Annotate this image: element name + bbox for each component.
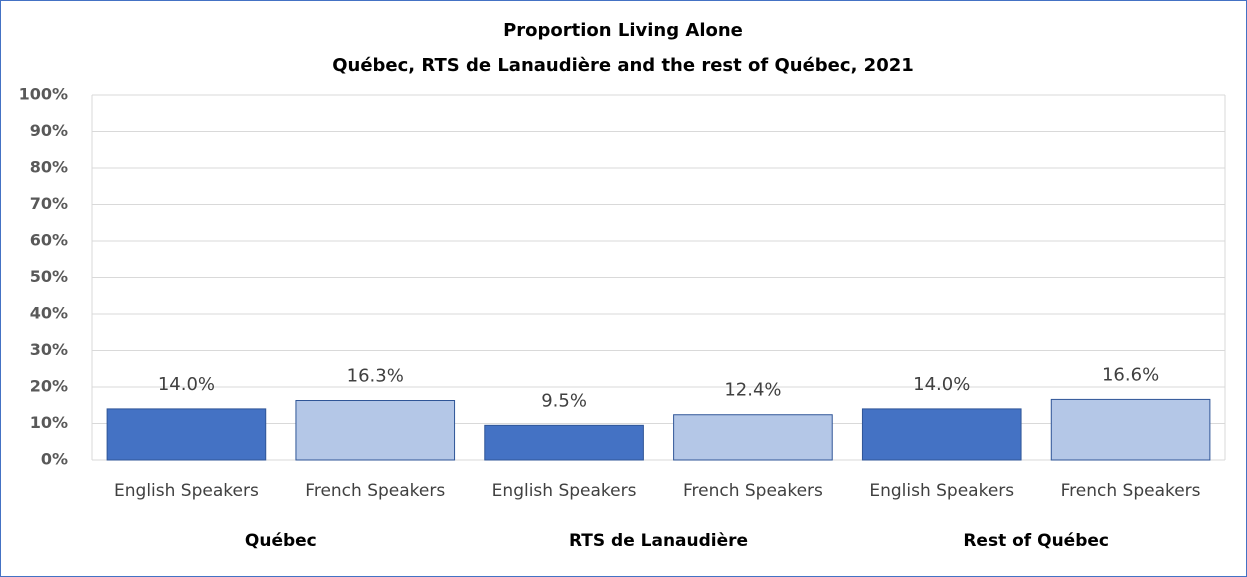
x-tick-label: English Speakers [869,481,1014,501]
y-tick-label: 70% [30,194,68,213]
y-tick-label: 40% [30,304,68,323]
x-tick-label: French Speakers [683,481,823,501]
value-label: 14.0% [158,374,215,395]
bar [295,400,456,461]
bar [673,414,833,461]
value-label: 16.3% [347,366,404,387]
y-tick-label: 60% [30,231,68,250]
group-label: Rest of Québec [963,531,1109,551]
chart-title: Proportion Living Alone [503,20,743,41]
bar [484,424,644,461]
y-tick-label: 0% [41,450,68,469]
y-tick-label: 10% [30,413,68,432]
value-label: 14.0% [913,374,970,395]
bar [1050,398,1211,461]
bar [861,408,1022,461]
group-label: RTS de Lanaudière [569,531,748,551]
x-tick-label: French Speakers [1061,481,1201,501]
value-label: 12.4% [724,380,781,401]
y-tick-label: 90% [30,121,68,140]
y-tick-label: 20% [30,377,68,396]
chart-subtitle: Québec, RTS de Lanaudière and the rest o… [332,55,914,76]
value-label: 16.6% [1102,364,1159,385]
bar [106,408,267,461]
y-tick-label: 100% [19,85,68,104]
group-label: Québec [245,531,317,551]
y-tick-label: 30% [30,340,68,359]
x-tick-label: French Speakers [305,481,445,501]
y-tick-label: 50% [30,267,68,286]
y-tick-label: 80% [30,158,68,177]
x-tick-label: English Speakers [114,481,259,501]
x-tick-label: English Speakers [492,481,637,501]
value-label: 9.5% [541,390,587,411]
